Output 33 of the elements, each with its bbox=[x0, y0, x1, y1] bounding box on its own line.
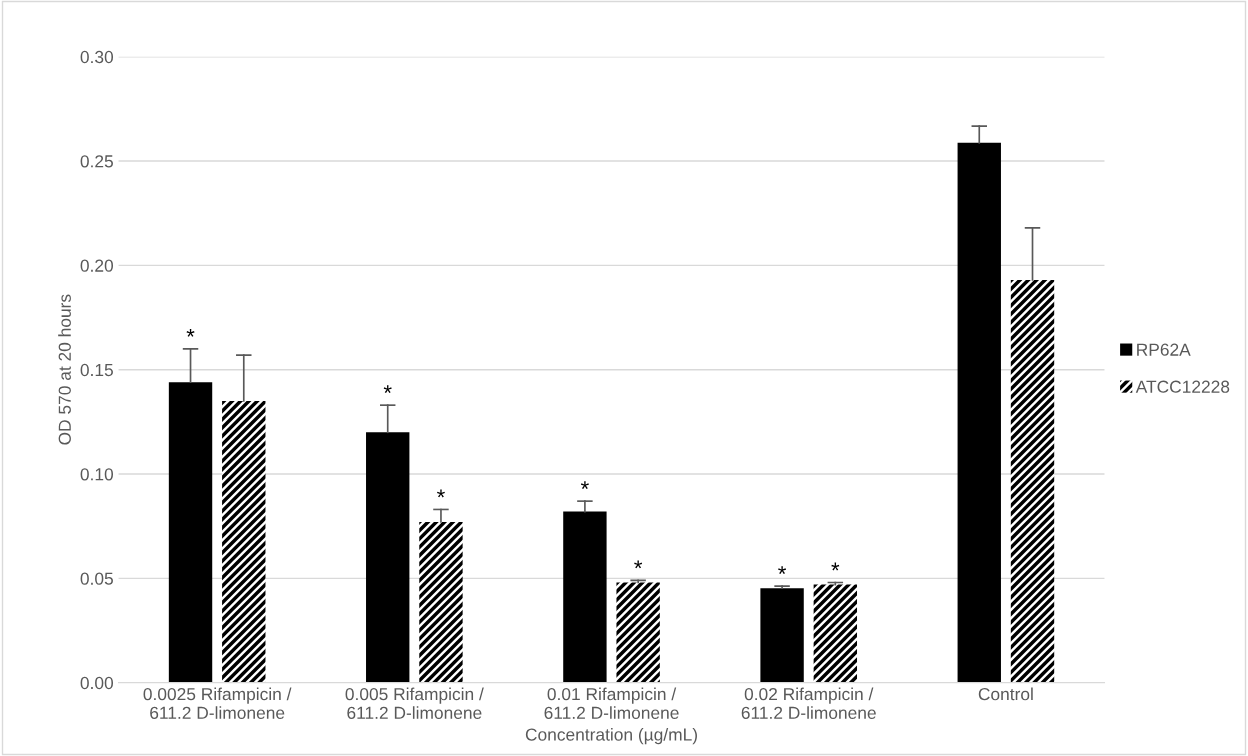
y-tick-label: 0.10 bbox=[80, 468, 114, 481]
bar bbox=[419, 522, 463, 683]
bar bbox=[616, 582, 660, 683]
data-label: * bbox=[778, 566, 787, 574]
data-label: * bbox=[436, 489, 445, 498]
x-axis-title: Concentration (µg/mL) bbox=[525, 727, 697, 745]
y-tick-label: 0.25 bbox=[80, 155, 113, 168]
x-tick-label: 0.0025 Rifampicin / 611.2 D-limonene bbox=[143, 687, 292, 719]
bar bbox=[222, 400, 266, 683]
data-label: * bbox=[831, 562, 840, 571]
data-label: * bbox=[383, 385, 392, 394]
y-tick-label: 0.05 bbox=[80, 572, 113, 585]
y-tick-label: 0.15 bbox=[80, 363, 113, 377]
y-axis-title: OD 570 at 20 hours bbox=[58, 294, 71, 445]
bar bbox=[760, 588, 804, 683]
legend-label: RP62A bbox=[1137, 343, 1191, 356]
y-tick-label: 0.00 bbox=[80, 676, 114, 690]
legend-label: ATCC12228 bbox=[1135, 380, 1230, 393]
bar bbox=[563, 511, 607, 683]
x-tick-label: 0.01 Rifampicin / 611.2 D-limonene bbox=[544, 687, 679, 719]
bar bbox=[366, 432, 410, 683]
y-tick-label: 0.30 bbox=[80, 50, 114, 64]
bar bbox=[813, 584, 858, 683]
bar bbox=[168, 382, 213, 683]
x-tick-label: Control bbox=[978, 687, 1033, 701]
x-tick-label: 0.02 Rifampicin / 611.2 D-limonene bbox=[741, 687, 876, 719]
x-tick-label: 0.005 Rifampicin / 611.2 D-limonene bbox=[345, 687, 484, 719]
y-tick-label: 0.20 bbox=[80, 259, 114, 272]
data-label: * bbox=[186, 328, 195, 337]
bar bbox=[957, 142, 1001, 683]
bar bbox=[1010, 279, 1055, 683]
data-label: * bbox=[580, 481, 589, 490]
data-label: * bbox=[634, 560, 643, 569]
